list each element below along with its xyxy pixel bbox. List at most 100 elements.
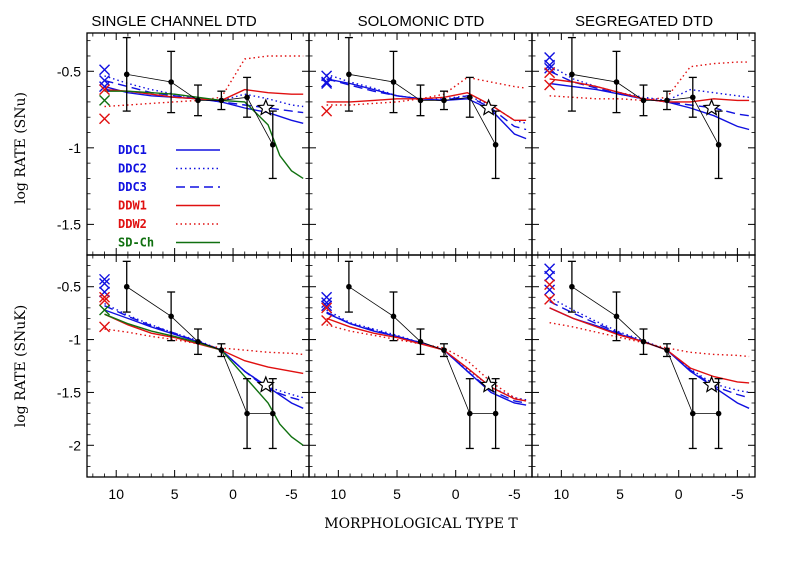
observed-point bbox=[218, 97, 225, 104]
y-axis-label-top: log RATE (SNu) bbox=[13, 92, 29, 204]
x-tick-label: -5 bbox=[508, 486, 521, 502]
series-ddw1-line bbox=[326, 91, 527, 122]
observed-point bbox=[195, 338, 201, 345]
observed-point bbox=[569, 283, 575, 290]
x-tick-label: 5 bbox=[393, 486, 401, 502]
series-ddc3-line bbox=[549, 70, 750, 117]
observed-connect-line bbox=[348, 286, 496, 415]
panel-frame bbox=[308, 254, 533, 478]
marker-ddw1-x bbox=[321, 105, 333, 117]
legend-label-ddc2: DDC2 bbox=[118, 162, 147, 176]
marker-ddc1-x bbox=[321, 291, 333, 303]
marker-ddw1-x bbox=[544, 67, 556, 79]
x-tick-label: 10 bbox=[108, 486, 124, 502]
observed-point bbox=[492, 141, 499, 148]
observed-point bbox=[123, 71, 130, 78]
marker-ddc1-x bbox=[99, 286, 111, 298]
panel-frame bbox=[86, 254, 310, 478]
panel-r1-c2 bbox=[308, 32, 533, 256]
column-title-solomonic: SOLOMONIC DTD bbox=[358, 13, 485, 30]
x-tick-label: -5 bbox=[731, 486, 744, 502]
series-ddc3-line bbox=[326, 78, 527, 131]
x-tick-label: 0 bbox=[675, 486, 683, 502]
observed-point bbox=[441, 347, 447, 353]
observed-point bbox=[417, 338, 424, 345]
series-ddw2-line bbox=[326, 324, 527, 402]
marker-sd-ch-x bbox=[99, 94, 111, 106]
panel-frame bbox=[531, 254, 756, 478]
panel-frame bbox=[531, 32, 756, 256]
marker-ddc1-x bbox=[544, 284, 556, 296]
y-tick-label: -2 bbox=[69, 437, 82, 453]
observed-connect-line bbox=[571, 286, 719, 415]
series-ddw1-line bbox=[104, 88, 304, 102]
marker-ddc3-x bbox=[99, 74, 111, 86]
marker-ddw2-x bbox=[99, 113, 111, 125]
series-ddw1-line bbox=[326, 317, 527, 402]
observed-point bbox=[417, 97, 424, 104]
observed-point bbox=[168, 313, 174, 320]
observed-point bbox=[466, 410, 473, 417]
observed-point bbox=[390, 79, 397, 85]
series-ddw2-line bbox=[549, 322, 750, 358]
observed-point bbox=[195, 97, 201, 104]
legend: DDC1 DDC2 DDC3 DDW1 DDW2 SD-Ch bbox=[118, 143, 220, 250]
observed-point bbox=[715, 410, 722, 417]
observed-point bbox=[689, 410, 696, 417]
observed-point bbox=[244, 94, 250, 101]
y-tick-label: -1.5 bbox=[57, 384, 81, 400]
legend-label-ddc3: DDC3 bbox=[118, 180, 147, 194]
plot-layer: -0.5 -1 -1.5 -0.5 -1 -1.5 -2 10 5 0 -5 10 5 0 -5 10 5 0 -5… bbox=[57, 32, 756, 502]
y-tick-label: -1 bbox=[69, 332, 82, 348]
observed-point bbox=[269, 410, 276, 417]
marker-ddw1-x bbox=[99, 291, 111, 303]
observed-point bbox=[218, 347, 225, 353]
observed-point bbox=[492, 410, 499, 417]
observed-point bbox=[346, 283, 352, 290]
observed-point bbox=[269, 141, 276, 148]
observed-connect-line bbox=[571, 73, 719, 145]
observed-connect-line bbox=[126, 73, 274, 145]
marker-ddw1-x bbox=[99, 84, 111, 96]
series-ddc2-line bbox=[549, 296, 750, 394]
x-tick-label: 5 bbox=[171, 486, 179, 502]
observed-point bbox=[613, 313, 620, 320]
observed-point bbox=[569, 71, 575, 78]
y-tick-label: -1.5 bbox=[57, 216, 81, 232]
legend-label-ddc1: DDC1 bbox=[118, 143, 147, 157]
series-ddc1-line bbox=[326, 78, 527, 140]
y-axis-label-bottom: log RATE (SNuK) bbox=[13, 305, 29, 427]
observed-point bbox=[613, 79, 620, 85]
marker-ddw2-x bbox=[544, 79, 556, 91]
observed-point bbox=[441, 97, 447, 104]
x-axis-label: MORPHOLOGICAL TYPE T bbox=[324, 516, 518, 532]
star-marker bbox=[479, 98, 498, 116]
series-ddc2-line bbox=[326, 73, 527, 124]
x-tick-label: 5 bbox=[616, 486, 624, 502]
x-tick-label: 10 bbox=[331, 486, 347, 502]
panel-r2-c3 bbox=[531, 254, 756, 478]
x-tick-label: 0 bbox=[229, 486, 237, 502]
observed-point bbox=[689, 94, 696, 101]
observed-point bbox=[664, 97, 670, 104]
series-ddw1-line bbox=[549, 78, 750, 103]
star-marker bbox=[702, 375, 721, 393]
marker-ddc2-x bbox=[99, 64, 111, 76]
observed-point bbox=[715, 141, 722, 148]
x-tick-label: -5 bbox=[285, 486, 298, 502]
series-ddw2-line bbox=[104, 55, 304, 108]
marker-ddw1-x bbox=[544, 279, 556, 291]
marker-ddc2-x bbox=[99, 278, 111, 290]
series-ddw2-line bbox=[104, 328, 304, 356]
marker-ddc2-x bbox=[321, 297, 333, 309]
panel-r1-c3 bbox=[531, 32, 756, 256]
series-ddc3-line bbox=[104, 79, 304, 114]
observed-point bbox=[390, 313, 397, 320]
observed-point bbox=[664, 347, 670, 353]
panel-r2-c1 bbox=[86, 254, 310, 478]
observed-connect-line bbox=[348, 73, 496, 145]
observed-point bbox=[466, 94, 473, 101]
legend-label-sd-ch: SD-Ch bbox=[118, 236, 154, 250]
star-marker bbox=[479, 375, 498, 393]
